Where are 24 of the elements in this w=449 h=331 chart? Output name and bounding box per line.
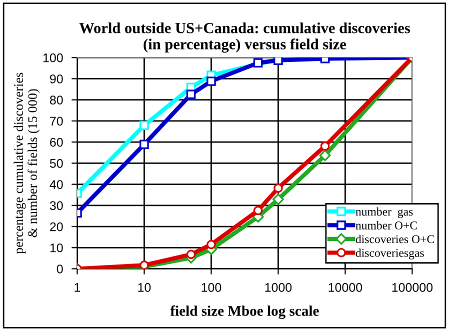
x-tick-label: 1 (74, 283, 80, 292)
y-tick-label: 0 (56, 264, 63, 274)
y-tick-label: 50 (50, 158, 63, 168)
y-tick-label: 90 (50, 74, 63, 84)
x-tick-label: 100 (202, 282, 222, 292)
x-tick-label: 10 (138, 282, 151, 292)
chart-title: World outside US+Canada: cumulative discoveries (in percentage) versus field size (79, 22, 410, 53)
y-tick-label: 10 (50, 243, 63, 252)
y-tick-label: 20 (50, 222, 63, 232)
y-tick-label: 70 (50, 116, 63, 126)
legend-label: number O+C (356, 221, 417, 230)
y-tick-label: 40 (50, 180, 63, 189)
legend-label: discoveriesgas (356, 248, 424, 260)
legend-label: discoveries O+C (356, 234, 434, 244)
y-tick-label: 60 (50, 138, 63, 147)
y-tick-label: 80 (50, 96, 63, 104)
x-tick-label: 100000 (392, 282, 433, 292)
y-tick-label: 30 (50, 201, 63, 210)
y-tick-label: 100 (43, 53, 63, 62)
x-tick-label: 1000 (265, 282, 292, 292)
y-axis-title: percentage cumulative discoveries & number of fields (15 000) (14, 72, 40, 254)
x-tick-label: 10000 (328, 282, 362, 292)
legend-label: number gas (356, 207, 413, 218)
x-axis-title: field size Mboe log scale (170, 305, 319, 319)
